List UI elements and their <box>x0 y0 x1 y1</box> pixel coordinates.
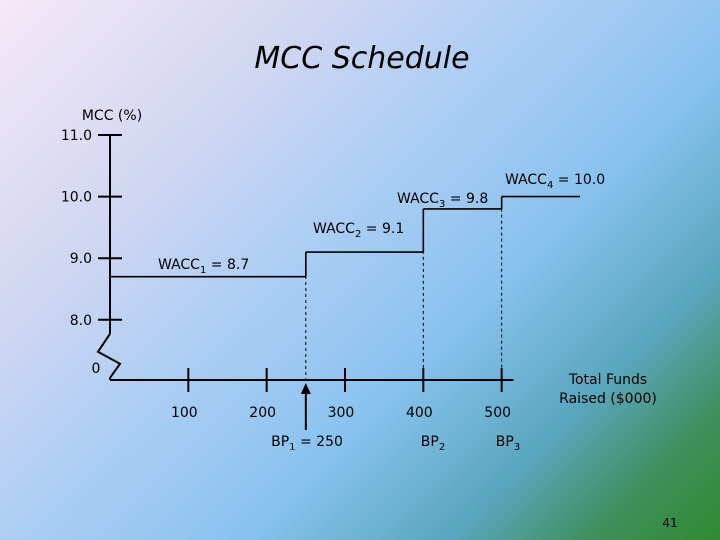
bp-label-bp3: BP3 <box>496 434 520 453</box>
bp-label-bp1: BP1 = 250 <box>271 434 343 453</box>
label-wacc4: WACC4 = 10.0 <box>505 172 605 191</box>
y-tick-label-3: 8.0 <box>70 313 92 329</box>
x-tick-label-1: 200 <box>249 405 276 421</box>
y-tick-label-1: 10.0 <box>61 190 92 206</box>
x-ticks: 100 200 300 400 500 <box>171 368 511 421</box>
page-number: 41 <box>662 516 677 530</box>
x-axis-label-line-2: Raised ($000) <box>559 391 657 407</box>
y-axis-break <box>96 333 122 379</box>
wacc-step-line <box>110 195 580 278</box>
wacc-labels: WACC1 = 8.7 WACC2 = 9.1 WACC3 = 9.8 WACC4 =… <box>158 172 605 276</box>
x-tick-label-4: 500 <box>484 405 511 421</box>
y-tick-label-2: 9.0 <box>70 251 92 267</box>
bp1-arrow-head <box>300 383 311 394</box>
y-origin-label: 0 <box>92 361 101 377</box>
y-tick-label-0: 11.0 <box>61 128 92 144</box>
bp-label-bp2: BP2 <box>421 434 445 453</box>
x-axis-label-line-1: Total Funds <box>568 372 647 388</box>
x-tick-label-0: 100 <box>171 405 198 421</box>
chart-title: MCC Schedule <box>254 41 469 76</box>
label-wacc2: WACC2 = 9.1 <box>313 221 404 240</box>
axes <box>96 135 514 381</box>
x-tick-label-3: 400 <box>406 405 433 421</box>
y-axis-label: MCC (%) <box>82 108 142 124</box>
y-ticks: 11.0 10.0 9.0 8.0 0 <box>61 128 122 377</box>
label-wacc3: WACC3 = 9.8 <box>397 191 488 210</box>
x-tick-label-2: 300 <box>328 405 355 421</box>
break-points: BP1 = 250 BP2 BP3 <box>271 196 520 453</box>
label-wacc1: WACC1 = 8.7 <box>158 257 249 276</box>
